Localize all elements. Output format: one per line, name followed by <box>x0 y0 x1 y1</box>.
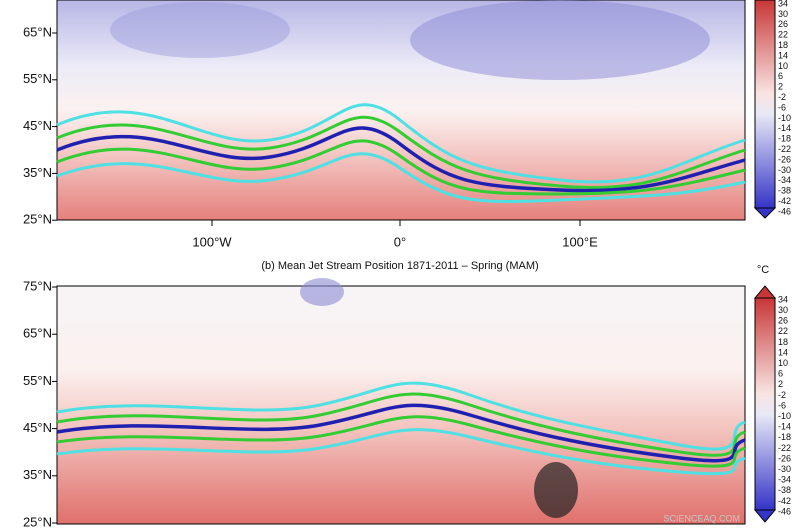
terrain <box>534 462 578 518</box>
colorbar-label: -14 <box>778 123 791 133</box>
bottom-map: °C <box>56 264 777 525</box>
colorbar-label: -26 <box>778 154 791 164</box>
jet-mean <box>56 403 746 463</box>
colorbar-label: -46 <box>778 206 791 216</box>
colorbar-label: -34 <box>778 475 791 485</box>
colorbar-label: 2 <box>778 82 783 92</box>
colorbar-label: -34 <box>778 175 791 185</box>
colorbar-label: 34 <box>778 294 788 304</box>
colorbar-unit: °C <box>757 264 769 276</box>
colorbar-label: 10 <box>778 358 788 368</box>
colorbar-label: 6 <box>778 369 783 379</box>
lat-label: 45°N <box>23 118 52 133</box>
colorbar-label: -2 <box>778 92 786 102</box>
jet-mean <box>56 126 746 193</box>
colorbar-label: 6 <box>778 71 783 81</box>
colorbar-label: -42 <box>778 196 791 206</box>
colorbar <box>754 0 776 209</box>
colorbar-label: 2 <box>778 379 783 389</box>
lat-label: 35°N <box>23 165 52 180</box>
lon-label: 100°W <box>192 234 232 249</box>
lat-label: 45°N <box>23 420 52 435</box>
colorbar-label: -18 <box>778 134 791 144</box>
colorbar <box>754 297 776 511</box>
cold-region <box>110 2 290 58</box>
colorbar-label: 26 <box>778 316 788 326</box>
colorbar-arrow <box>753 509 777 523</box>
colorbar-label: -30 <box>778 464 791 474</box>
colorbar-label: 22 <box>778 326 788 336</box>
cold-region <box>410 0 710 80</box>
colorbar-label: -10 <box>778 411 791 421</box>
lon-label: 0° <box>394 234 406 249</box>
colorbar-label: -22 <box>778 443 791 453</box>
lat-label: 55°N <box>23 373 52 388</box>
jet-edge <box>56 103 746 184</box>
jet-spread <box>56 415 746 468</box>
colorbar-label: -42 <box>778 496 791 506</box>
colorbar-label: 30 <box>778 305 788 315</box>
colorbar-label: -30 <box>778 165 791 175</box>
colorbar-label: -14 <box>778 422 791 432</box>
colorbar-label: 18 <box>778 337 788 347</box>
colorbar-label: -6 <box>778 102 786 112</box>
colorbar-label: -46 <box>778 506 791 516</box>
jet-spread <box>56 139 746 196</box>
colorbar-label: 22 <box>778 30 788 40</box>
lat-label: 55°N <box>23 71 52 86</box>
colorbar-label: -2 <box>778 390 786 400</box>
jet-edge <box>56 152 746 203</box>
watermark: SCIENCEAQ.COM <box>663 513 740 523</box>
colorbar-label: 26 <box>778 19 788 29</box>
colorbar-label: 10 <box>778 61 788 71</box>
colorbar-label: 14 <box>778 50 788 60</box>
colorbar-label: 30 <box>778 9 788 19</box>
map-area <box>56 285 746 525</box>
colorbar-arrow <box>753 285 777 299</box>
top-map <box>56 0 777 221</box>
colorbar-arrow <box>753 207 777 219</box>
colorbar-label: -6 <box>778 400 786 410</box>
colorbar-label: -22 <box>778 144 791 154</box>
lat-label: 25°N <box>23 514 52 529</box>
colorbar-label: -10 <box>778 113 791 123</box>
colorbar-label: -38 <box>778 186 791 196</box>
lat-label: 35°N <box>23 467 52 482</box>
lat-label: 25°N <box>23 212 52 227</box>
colorbar-label: -38 <box>778 485 791 495</box>
lat-label: 75°N <box>23 278 52 293</box>
colorbar-label: 14 <box>778 347 788 357</box>
lat-label: 65°N <box>23 326 52 341</box>
lat-label: 65°N <box>23 24 52 39</box>
colorbar-label: 18 <box>778 40 788 50</box>
cold-region <box>300 278 344 306</box>
jet-spread <box>56 115 746 190</box>
colorbar-label: -26 <box>778 453 791 463</box>
jet-edge <box>56 381 746 451</box>
colorbar-label: 34 <box>778 0 788 8</box>
jet-edge <box>56 428 746 476</box>
jet-spread <box>56 392 746 457</box>
panel-title: (b) Mean Jet Stream Position 1871-2011 –… <box>261 260 538 272</box>
colorbar-label: -18 <box>778 432 791 442</box>
lon-label: 100°E <box>562 234 598 249</box>
